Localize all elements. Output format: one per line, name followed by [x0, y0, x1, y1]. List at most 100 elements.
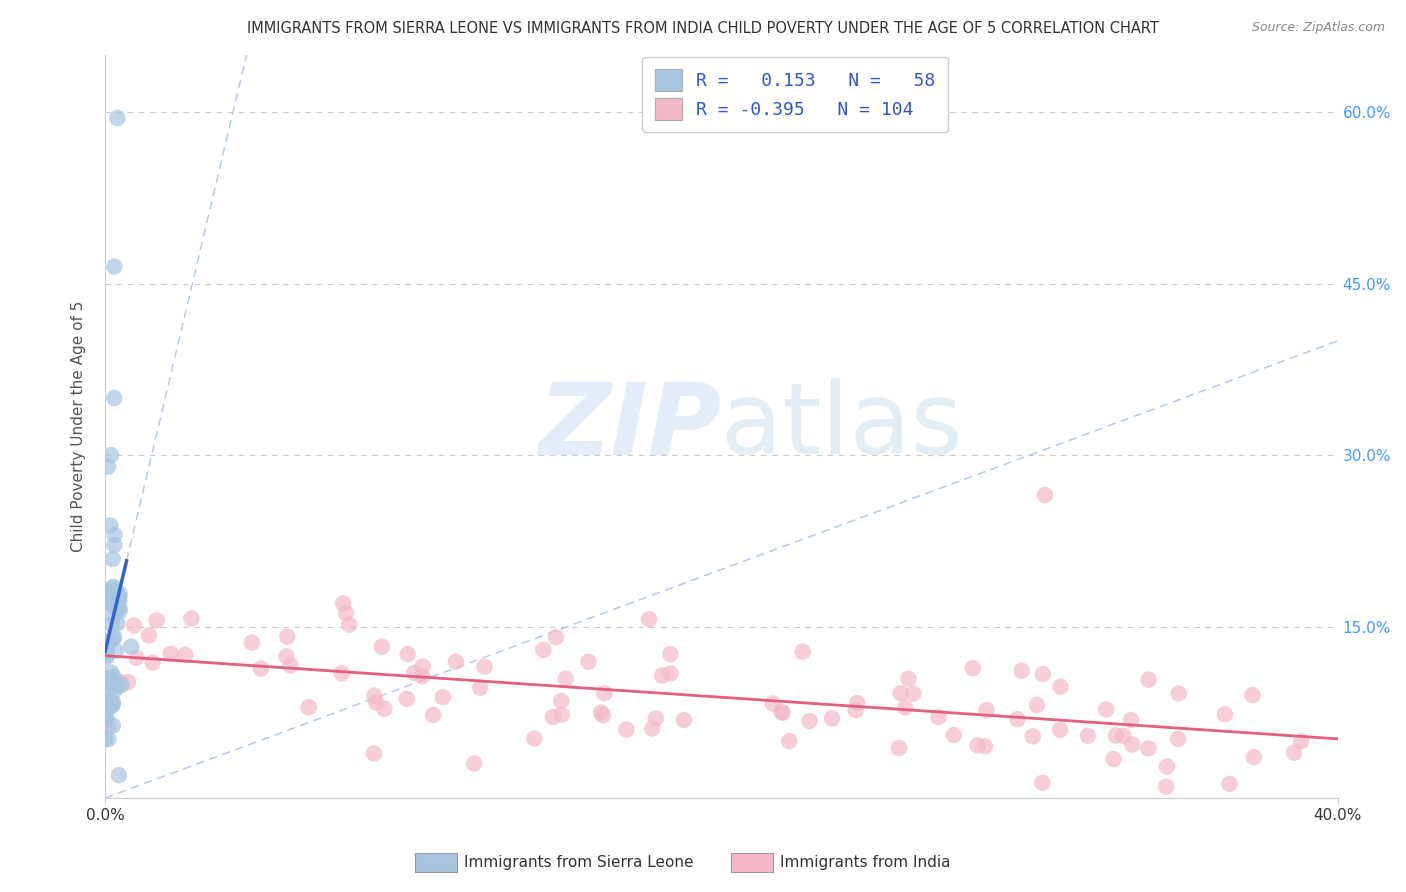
Point: [592, 708, 614, 723]
Point: [641, 722, 664, 736]
Point: [1289, 734, 1312, 748]
Point: [100, 593, 122, 607]
Point: [897, 672, 920, 686]
Point: [97, 596, 120, 610]
Point: [97, 671, 120, 685]
Point: [1022, 730, 1045, 744]
Y-axis label: Child Poverty Under the Age of 5: Child Poverty Under the Age of 5: [72, 301, 86, 552]
Point: [100, 699, 122, 714]
Point: [103, 630, 125, 644]
Point: [100, 585, 122, 599]
Point: [1243, 750, 1265, 764]
Point: [94, 648, 117, 663]
Point: [100, 676, 122, 690]
Point: [125, 650, 148, 665]
Point: [550, 694, 572, 708]
Point: [411, 669, 433, 683]
Point: [589, 706, 612, 720]
Point: [544, 630, 567, 644]
Point: [98, 518, 121, 533]
Point: [1049, 680, 1071, 694]
Text: Source: ZipAtlas.com: Source: ZipAtlas.com: [1251, 21, 1385, 34]
Point: [110, 678, 132, 692]
Point: [94, 591, 117, 605]
Point: [103, 391, 125, 405]
Point: [1049, 723, 1071, 737]
Point: [96, 644, 118, 658]
Point: [395, 691, 418, 706]
Point: [593, 686, 616, 700]
Point: [363, 747, 385, 761]
Text: atlas: atlas: [721, 378, 963, 475]
Point: [551, 707, 574, 722]
Point: [110, 675, 132, 690]
Point: [332, 596, 354, 610]
Point: [100, 448, 122, 462]
Point: [1213, 707, 1236, 722]
Point: [101, 617, 124, 632]
Point: [1121, 738, 1143, 752]
Point: [103, 580, 125, 594]
Text: Immigrants from India: Immigrants from India: [780, 855, 950, 870]
Point: [659, 666, 682, 681]
Point: [1031, 776, 1053, 790]
Point: [108, 594, 131, 608]
Point: [101, 584, 124, 599]
Point: [673, 713, 696, 727]
Point: [845, 703, 868, 717]
Point: [474, 659, 496, 673]
Point: [373, 702, 395, 716]
Point: [94, 636, 117, 650]
Point: [651, 668, 673, 682]
Point: [463, 756, 485, 771]
Text: ZIP: ZIP: [538, 378, 721, 475]
Point: [103, 260, 125, 274]
Point: [531, 643, 554, 657]
Point: [104, 644, 127, 658]
Point: [890, 686, 912, 700]
Point: [97, 695, 120, 709]
Point: [887, 741, 910, 756]
Point: [101, 696, 124, 710]
Point: [470, 681, 492, 695]
Point: [108, 590, 131, 604]
Point: [97, 720, 120, 734]
Point: [1112, 729, 1135, 743]
Point: [180, 611, 202, 625]
Point: [966, 739, 988, 753]
Point: [240, 635, 263, 649]
Point: [138, 628, 160, 642]
Point: [927, 710, 949, 724]
Point: [97, 701, 120, 715]
Point: [142, 656, 165, 670]
Point: [422, 707, 444, 722]
Point: [100, 673, 122, 687]
Point: [96, 644, 118, 658]
Point: [1095, 702, 1118, 716]
Point: [105, 603, 128, 617]
Point: [105, 111, 128, 125]
Point: [523, 731, 546, 746]
Point: [337, 617, 360, 632]
Point: [1167, 686, 1189, 700]
Point: [104, 528, 127, 542]
Point: [974, 739, 997, 754]
Point: [578, 655, 600, 669]
Point: [96, 712, 118, 726]
Point: [120, 640, 142, 654]
Point: [98, 633, 121, 648]
Point: [97, 684, 120, 698]
Point: [108, 768, 131, 782]
Point: [942, 728, 965, 742]
Point: [404, 665, 426, 680]
Point: [1241, 688, 1264, 702]
Point: [396, 647, 419, 661]
Point: [1137, 741, 1160, 756]
Point: [94, 674, 117, 689]
Point: [616, 723, 638, 737]
Point: [363, 689, 385, 703]
Point: [105, 680, 128, 694]
Point: [762, 697, 785, 711]
Point: [103, 670, 125, 684]
Point: [554, 672, 576, 686]
